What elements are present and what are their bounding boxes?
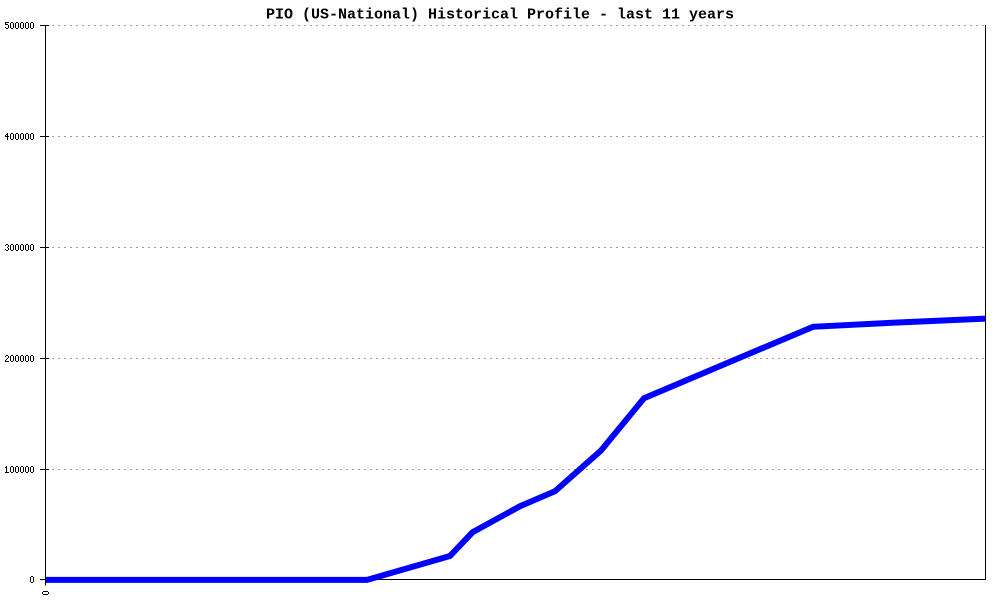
svg-text:PIO (US-National) Historical P: PIO (US-National) Historical Profile - l… xyxy=(266,6,734,23)
